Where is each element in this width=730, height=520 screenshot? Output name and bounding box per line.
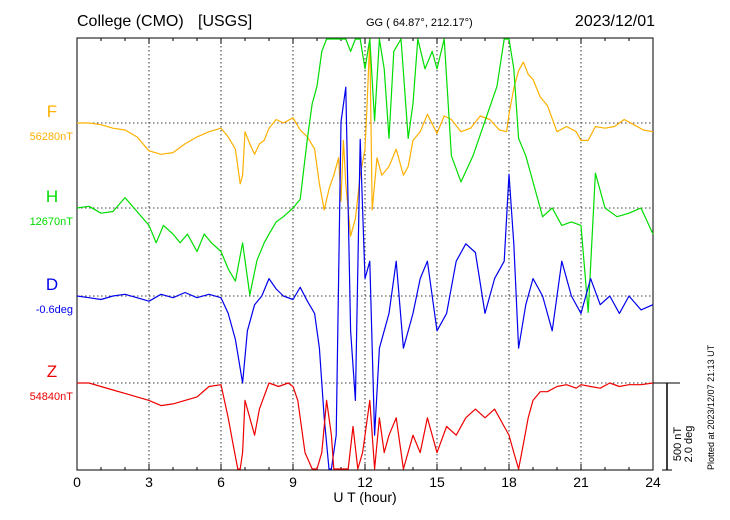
series-name-H: H [46, 187, 58, 206]
x-axis-label: U T (hour) [333, 489, 396, 505]
series-name-Z: Z [47, 362, 57, 381]
plotted-at-label: Plotted at 2023/12/07 21:13 UT [706, 344, 716, 470]
x-tick-label-15: 15 [429, 474, 445, 490]
series-line-F [77, 38, 654, 237]
date-label: 2023/12/01 [575, 13, 655, 30]
scale-bar: 500 nT 2.0 deg [653, 382, 695, 471]
axis-ticks [76, 38, 654, 470]
scale-deg-label: 2.0 deg [683, 426, 695, 463]
series-line-D [76, 86, 654, 470]
x-tick-label-21: 21 [573, 474, 589, 490]
x-tick-labels: 0 3 6 9 12 15 18 21 24 [73, 474, 661, 490]
series-baseline-label-F: 56280nT [30, 131, 74, 143]
series-lines [76, 38, 654, 470]
x-tick-label-9: 9 [289, 474, 297, 490]
x-tick-label-12: 12 [357, 474, 373, 490]
x-tick-label-18: 18 [501, 474, 517, 490]
x-tick-label-6: 6 [217, 474, 225, 490]
x-tick-label-0: 0 [73, 474, 81, 490]
x-tick-label-24: 24 [645, 474, 661, 490]
agency-label: [USGS] [198, 13, 252, 30]
series-baseline-label-D: -0.6deg [36, 304, 73, 316]
series-line-Z [77, 382, 654, 470]
x-tick-label-3: 3 [145, 474, 153, 490]
series-name-D: D [46, 275, 58, 294]
coords-label: GG ( 64.87°, 212.17°) [366, 17, 473, 29]
series-baseline-label-H: 12670nT [30, 216, 74, 228]
series-line-H [76, 38, 654, 313]
scale-nt-label: 500 nT [672, 427, 684, 462]
series-name-F: F [47, 102, 57, 121]
series-baseline-label-Z: 54840nT [30, 391, 74, 403]
series-labels: F 56280nT H 12670nT D -0.6deg Z 54840nT [30, 102, 74, 403]
station-title: College (CMO) [77, 13, 184, 30]
